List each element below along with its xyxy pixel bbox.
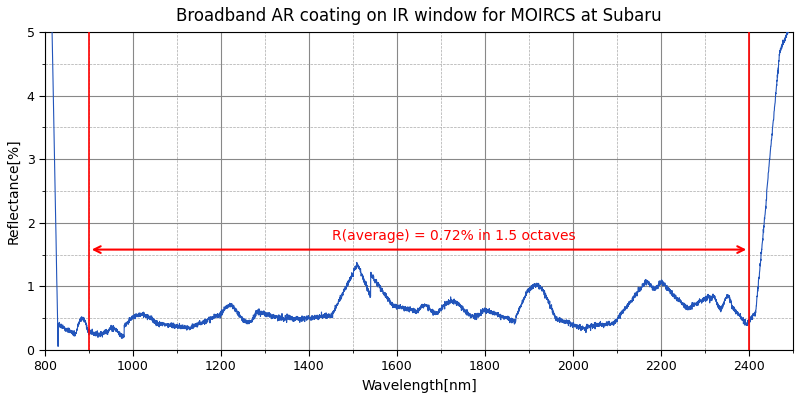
Y-axis label: Reflectance[%]: Reflectance[%]: [7, 138, 21, 244]
X-axis label: Wavelength[nm]: Wavelength[nm]: [361, 379, 477, 393]
Title: Broadband AR coating on IR window for MOIRCS at Subaru: Broadband AR coating on IR window for MO…: [176, 7, 662, 25]
Text: R(average) = 0.72% in 1.5 octaves: R(average) = 0.72% in 1.5 octaves: [332, 229, 576, 243]
